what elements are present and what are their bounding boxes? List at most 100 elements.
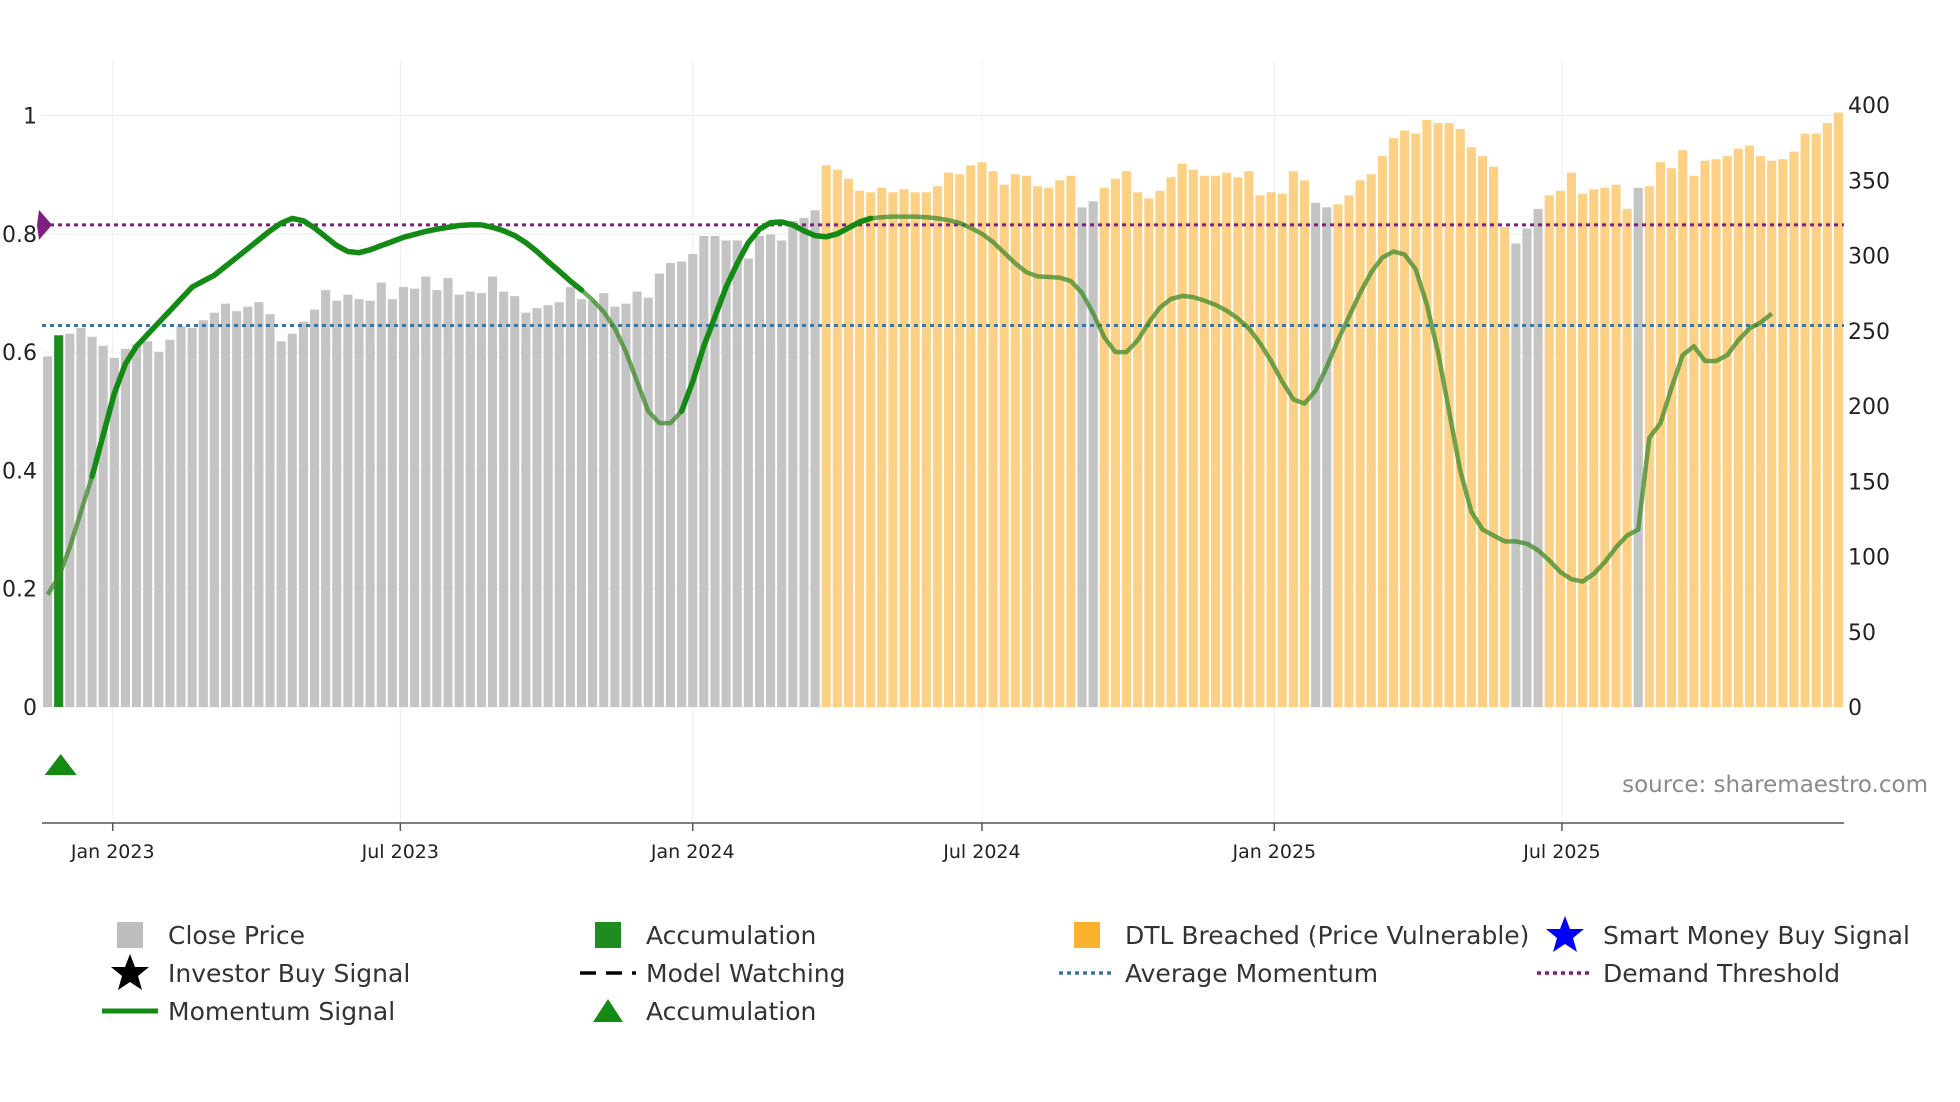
x-tick-label: Jul 2023 bbox=[361, 841, 439, 863]
legend-item-dtl-breached[interactable]: DTL Breached (Price Vulnerable) bbox=[1074, 918, 1530, 952]
close-price-bar bbox=[1778, 159, 1788, 707]
close-price-bar bbox=[899, 189, 909, 707]
legend-item-average-momentum[interactable]: Average Momentum bbox=[1059, 956, 1378, 990]
close-price-bar bbox=[1044, 187, 1054, 707]
close-price-bar bbox=[799, 217, 809, 707]
close-price-bar bbox=[443, 278, 453, 707]
close-price-bar bbox=[465, 291, 475, 707]
close-price-bar bbox=[499, 291, 509, 707]
close-price-bar bbox=[1678, 150, 1688, 707]
close-price-bar bbox=[688, 253, 698, 707]
left-tick-label: 0 bbox=[23, 696, 37, 721]
legend-item-close-price[interactable]: Close Price bbox=[117, 918, 305, 952]
close-price-bar bbox=[554, 302, 564, 707]
close-price-bar bbox=[1210, 175, 1221, 708]
close-price-bar bbox=[888, 192, 898, 708]
close-price-bar bbox=[743, 258, 753, 707]
close-price-bar bbox=[1578, 193, 1588, 708]
close-price-bar bbox=[1689, 175, 1699, 708]
close-price-bar bbox=[209, 312, 219, 707]
close-price-bar bbox=[1311, 202, 1321, 707]
star-icon bbox=[98, 954, 162, 990]
close-price-bar bbox=[1133, 192, 1143, 708]
source-label: source: sharemaestro.com bbox=[1622, 772, 1928, 798]
legend-swatch-accumulation bbox=[576, 918, 640, 952]
close-price-bar bbox=[510, 296, 520, 707]
close-price-bar bbox=[1600, 187, 1610, 707]
close-price-bar bbox=[777, 240, 787, 707]
chart: 0 0.2 0.4 0.6 0.8 1 0 50 100 150 200 250 300 350 400 Ja… bbox=[2, 60, 1928, 863]
right-tick-label: 350 bbox=[1848, 169, 1890, 194]
close-price-bar bbox=[1411, 133, 1421, 708]
close-price-bar bbox=[1533, 208, 1543, 707]
right-tick-label: 200 bbox=[1848, 395, 1890, 420]
close-price-bar bbox=[1555, 190, 1565, 707]
close-price-bar bbox=[65, 333, 75, 707]
close-price-bar bbox=[710, 235, 720, 707]
close-price-bar bbox=[1088, 201, 1098, 707]
close-price-bar bbox=[243, 306, 253, 707]
close-price-bar bbox=[732, 240, 742, 707]
dotted-line-icon bbox=[1055, 956, 1119, 990]
close-price-bar bbox=[1121, 171, 1132, 708]
close-price-bar bbox=[1388, 138, 1399, 708]
close-price-bar bbox=[1333, 204, 1343, 707]
left-tick-label: 1 bbox=[23, 104, 37, 129]
close-price-bar bbox=[921, 192, 931, 708]
legend-item-model-watching[interactable]: Model Watching bbox=[580, 956, 846, 990]
close-price-bar bbox=[454, 294, 464, 707]
legend-label-dtl-breached: DTL Breached (Price Vulnerable) bbox=[1125, 920, 1530, 950]
close-price-bar bbox=[832, 169, 842, 708]
close-price-bar bbox=[1633, 187, 1643, 707]
right-tick-label: 50 bbox=[1848, 621, 1876, 646]
close-price-bar bbox=[476, 293, 486, 707]
close-price-bar bbox=[1489, 166, 1499, 707]
close-price-bar bbox=[1455, 129, 1465, 707]
legend-item-accumulation-marker[interactable]: Accumulation bbox=[593, 994, 816, 1028]
right-tick-label: 400 bbox=[1848, 94, 1890, 119]
close-price-bar bbox=[1010, 174, 1020, 708]
close-price-bar bbox=[1110, 178, 1120, 707]
close-price-bar bbox=[521, 312, 531, 707]
close-price-bar bbox=[1077, 207, 1087, 707]
legend-item-smart-money[interactable]: Smart Money Buy Signal bbox=[1546, 916, 1910, 952]
close-price-bar bbox=[343, 294, 353, 707]
close-price-bars bbox=[43, 112, 1843, 708]
close-price-bar bbox=[588, 300, 598, 707]
legend-item-accumulation[interactable]: Accumulation bbox=[595, 918, 817, 952]
close-price-bar bbox=[120, 348, 130, 707]
close-price-bar bbox=[276, 341, 286, 707]
right-tick-label: 250 bbox=[1848, 320, 1890, 345]
close-price-bar bbox=[87, 336, 97, 707]
x-tick-label: Jul 2025 bbox=[1522, 841, 1600, 863]
close-price-bar bbox=[220, 303, 231, 707]
close-price-bar bbox=[354, 299, 364, 707]
close-price-bar bbox=[977, 162, 987, 707]
legend-item-demand-threshold[interactable]: Demand Threshold bbox=[1537, 956, 1840, 990]
close-price-bar bbox=[1511, 243, 1521, 707]
close-price-bar bbox=[98, 345, 108, 707]
close-price-bar bbox=[376, 282, 386, 707]
close-price-bar bbox=[1767, 160, 1777, 707]
star-icon bbox=[1533, 916, 1597, 952]
close-price-bar bbox=[654, 273, 664, 707]
legend: Close Price Accumulation DTL Breached (P… bbox=[0, 916, 1960, 1048]
legend-item-investor-buy[interactable]: Investor Buy Signal bbox=[111, 954, 410, 990]
close-price-bar bbox=[932, 186, 942, 707]
reference-lines bbox=[37, 209, 1844, 327]
legend-label-momentum-signal: Momentum Signal bbox=[168, 996, 396, 1026]
close-price-bar bbox=[109, 357, 119, 707]
legend-label-accumulation: Accumulation bbox=[646, 920, 817, 950]
close-price-bar bbox=[1667, 168, 1677, 707]
close-price-bar bbox=[287, 333, 297, 707]
close-price-bar bbox=[1655, 162, 1666, 707]
axes: 0 0.2 0.4 0.6 0.8 1 0 50 100 150 200 250 300 350 400 Ja… bbox=[2, 94, 1890, 863]
close-price-bar bbox=[387, 299, 397, 707]
close-price-bar bbox=[1288, 171, 1298, 708]
close-price-bar bbox=[131, 344, 142, 707]
legend-item-momentum-signal[interactable]: Momentum Signal bbox=[102, 994, 396, 1028]
close-price-bar bbox=[1789, 151, 1799, 707]
right-tick-label: 100 bbox=[1848, 546, 1890, 571]
gridlines bbox=[42, 60, 1844, 823]
close-price-bar bbox=[766, 234, 776, 707]
